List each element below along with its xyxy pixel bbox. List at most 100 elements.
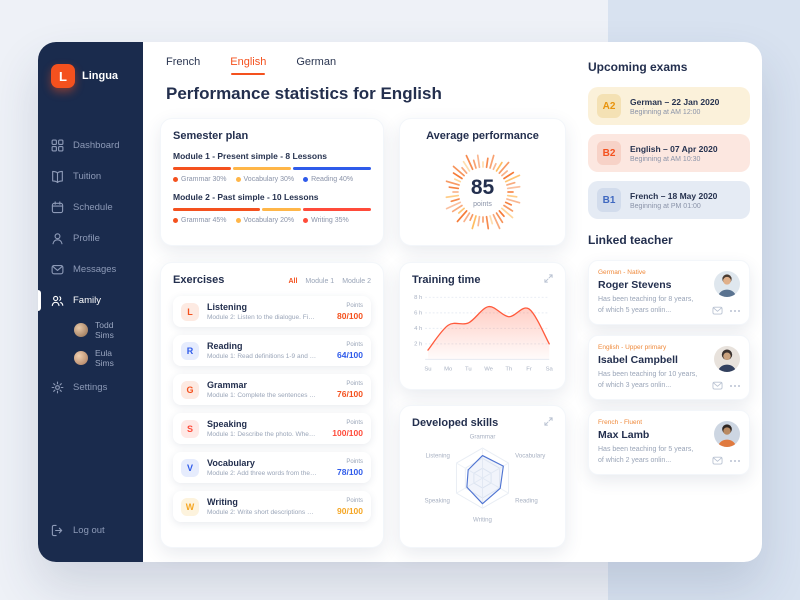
exercise-row-reading[interactable]: R Reading Module 1: Read definitions 1-9 … xyxy=(173,335,371,366)
logout-button[interactable]: Log out xyxy=(38,515,143,546)
teacher-card-roger: German - Native Roger Stevens Has been t… xyxy=(588,260,750,325)
legend-label: Grammar 45% xyxy=(181,217,227,224)
teacher-name: Roger Stevens xyxy=(598,279,672,291)
points-label: Points xyxy=(346,341,363,348)
exercise-title: Writing xyxy=(207,497,238,507)
logo-icon: L xyxy=(51,64,75,88)
points-value: 64/100 xyxy=(337,349,363,360)
expand-icon[interactable] xyxy=(544,417,553,426)
page-title: Performance statistics for English xyxy=(166,84,442,103)
more-button[interactable] xyxy=(730,383,740,389)
sidebar: L Lingua Dashboard Tuition Schedule Prof… xyxy=(38,42,143,562)
exam-card-french[interactable]: B1 French – 18 May 2020 Beginning at PM … xyxy=(588,181,750,219)
legend: Grammar 45% Vocabulary 20% Writing 35% xyxy=(173,217,371,224)
teacher-tag: English - Upper primary xyxy=(598,344,667,351)
sidebar-item-messages[interactable]: Messages xyxy=(38,254,143,285)
mail-icon[interactable] xyxy=(712,380,723,391)
sidebar-family-member-eula[interactable]: Eula Sims xyxy=(38,344,143,372)
module-2-progress: Module 2 - Past simple - 10 Lessons Gram… xyxy=(173,192,371,224)
svg-text:Writing: Writing xyxy=(473,516,492,523)
svg-text:Grammar: Grammar xyxy=(470,434,496,441)
exam-time: Beginning at AM 10:30 xyxy=(630,155,701,163)
exercise-letter-badge: W xyxy=(181,497,199,516)
nav-label: Tuition xyxy=(73,171,102,182)
legend-item: Vocabulary 30% xyxy=(235,176,295,183)
exercise-row-writing[interactable]: W Writing Module 2: Write short descripti… xyxy=(173,491,371,522)
exam-level-badge: B1 xyxy=(597,188,621,212)
training-time-title: Training time xyxy=(412,274,481,286)
legend-dot xyxy=(303,218,309,223)
performance-gauge: 85 points xyxy=(437,146,529,238)
exam-title: French – 18 May 2020 xyxy=(630,190,718,201)
filter-all[interactable]: All xyxy=(288,278,298,285)
exercise-title: Speaking xyxy=(207,419,248,429)
gear-icon xyxy=(51,381,64,394)
exam-title: English – 07 Apr 2020 xyxy=(630,143,718,154)
points-value: 78/100 xyxy=(337,466,363,477)
svg-text:Fr: Fr xyxy=(526,367,532,373)
filter-module-1[interactable]: Module 1 xyxy=(305,278,335,285)
filter-module-2[interactable]: Module 2 xyxy=(342,278,371,285)
exercise-row-grammar[interactable]: G Grammar Module 1: Complete the sentence… xyxy=(173,374,371,405)
sidebar-item-profile[interactable]: Profile xyxy=(38,223,143,254)
exercise-desc: Module 2: Add three words from the di... xyxy=(207,470,317,477)
dashboard-icon xyxy=(51,139,64,152)
svg-text:Speaking: Speaking xyxy=(424,498,449,505)
exam-card-english[interactable]: B2 English – 07 Apr 2020 Beginning at AM… xyxy=(588,134,750,172)
svg-text:Listening: Listening xyxy=(425,452,449,459)
sidebar-item-tuition[interactable]: Tuition xyxy=(38,161,143,192)
avatar xyxy=(714,346,740,372)
nav-label: Profile xyxy=(73,233,100,244)
svg-text:8 h: 8 h xyxy=(414,295,422,301)
legend-item: Vocabulary 20% xyxy=(235,217,295,224)
sidebar-item-family[interactable]: Family xyxy=(38,285,143,316)
legend-label: Vocabulary 20% xyxy=(243,217,295,224)
mail-icon[interactable] xyxy=(712,305,723,316)
logout-icon xyxy=(51,524,63,537)
teacher-actions xyxy=(712,305,740,316)
legend-label: Vocabulary 30% xyxy=(243,176,295,183)
more-button[interactable] xyxy=(730,458,740,464)
sidebar-nav: Dashboard Tuition Schedule Profile Messa… xyxy=(38,130,143,403)
sidebar-item-dashboard[interactable]: Dashboard xyxy=(38,130,143,161)
member-name: Eula Sims xyxy=(95,348,114,368)
exercise-row-listening[interactable]: L Listening Module 2: Listen to the dialo… xyxy=(173,296,371,327)
legend-item: Reading 40% xyxy=(303,176,353,183)
language-tabs: French English German xyxy=(160,56,588,75)
training-time-chart: 8 h 6 h 4 h 2 h Su Mo Tu We Th Fr Sa xyxy=(414,295,553,373)
app-logo: L Lingua xyxy=(38,64,143,88)
teacher-name: Max Lamb xyxy=(598,429,650,441)
people-icon xyxy=(51,295,64,307)
tab-german[interactable]: German xyxy=(296,56,337,68)
exercise-row-speaking[interactable]: S Speaking Module 1: Describe the photo. … xyxy=(173,413,371,444)
exam-level-badge: B2 xyxy=(597,141,621,165)
sidebar-family-member-todd[interactable]: Todd Sims xyxy=(38,316,143,344)
mail-icon[interactable] xyxy=(712,455,723,466)
upcoming-exams-title: Upcoming exams xyxy=(588,60,688,74)
average-performance-card: Average performance 85 points xyxy=(399,118,566,246)
exercise-row-vocabulary[interactable]: V Vocabulary Module 2: Add three words fr… xyxy=(173,452,371,483)
points-value: 90/100 xyxy=(337,505,363,516)
sidebar-item-settings[interactable]: Settings xyxy=(38,372,143,403)
tab-english[interactable]: English xyxy=(230,56,266,75)
points-label: Points xyxy=(346,458,363,465)
exam-card-german[interactable]: A2 German – 22 Jan 2020 Beginning at AM … xyxy=(588,87,750,125)
exercise-letter-badge: R xyxy=(181,341,199,360)
svg-text:4 h: 4 h xyxy=(414,326,422,332)
svg-text:6 h: 6 h xyxy=(414,311,422,317)
points-label: Points xyxy=(346,302,363,309)
exercise-filters: All Module 1 Module 2 xyxy=(288,278,371,285)
expand-icon[interactable] xyxy=(544,274,553,283)
points-label: Points xyxy=(346,380,363,387)
svg-text:Vocabulary: Vocabulary xyxy=(515,452,546,459)
sidebar-item-schedule[interactable]: Schedule xyxy=(38,192,143,223)
tab-french[interactable]: French xyxy=(166,56,201,68)
exercise-desc: Module 1: Describe the photo. Where ... xyxy=(207,431,317,438)
points-value: 80/100 xyxy=(337,310,363,321)
svg-text:Mo: Mo xyxy=(444,367,453,373)
points-value: 76/100 xyxy=(337,388,363,399)
more-button[interactable] xyxy=(730,308,740,314)
svg-text:Sa: Sa xyxy=(546,367,553,373)
module-name: Module 1 - Present simple - 8 Lessons xyxy=(173,151,327,161)
progress-segment xyxy=(233,167,292,170)
